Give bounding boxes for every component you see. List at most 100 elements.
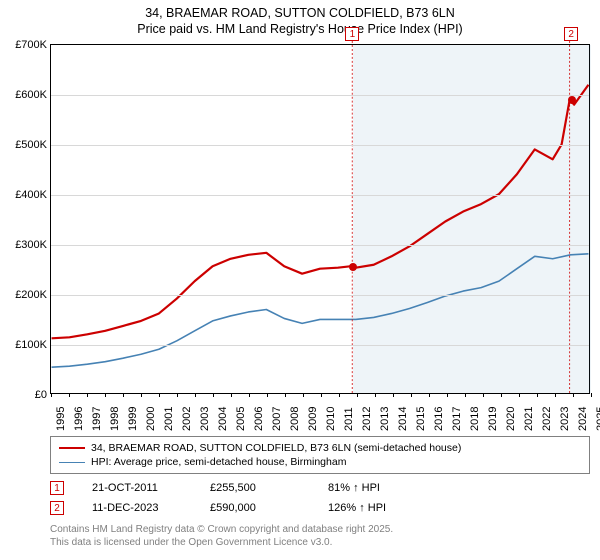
x-tick [231, 393, 232, 397]
title-line-2: Price paid vs. HM Land Registry's House … [0, 22, 600, 38]
x-tick-label: 2021 [523, 407, 535, 431]
legend-label: HPI: Average price, semi-detached house,… [91, 456, 346, 468]
legend-swatch [59, 462, 85, 463]
y-tick-label: £400K [1, 189, 47, 201]
x-tick [339, 393, 340, 397]
x-tick [429, 393, 430, 397]
sale-events-list: 1 21-OCT-2011 £255,500 81% ↑ HPI 2 11-DEC-202… [50, 478, 590, 518]
x-tick-label: 1998 [109, 407, 121, 431]
x-tick-label: 2004 [217, 407, 229, 431]
x-tick [465, 393, 466, 397]
x-tick [267, 393, 268, 397]
x-tick [393, 393, 394, 397]
x-tick-label: 2001 [163, 407, 175, 431]
x-tick [483, 393, 484, 397]
x-tick-label: 2024 [577, 407, 589, 431]
y-gridline [51, 145, 589, 146]
x-tick-label: 1997 [91, 407, 103, 431]
x-tick-label: 2007 [271, 407, 283, 431]
sale-marker-dot [568, 96, 576, 104]
x-tick-label: 2019 [487, 407, 499, 431]
y-gridline [51, 345, 589, 346]
x-tick [591, 393, 592, 397]
title-line-1: 34, BRAEMAR ROAD, SUTTON COLDFIELD, B73 … [0, 6, 600, 22]
x-tick-label: 2022 [541, 407, 553, 431]
sale-id-box: 1 [50, 481, 64, 495]
x-tick-label: 2011 [343, 407, 355, 431]
y-tick-label: £300K [1, 239, 47, 251]
x-tick [51, 393, 52, 397]
x-tick [447, 393, 448, 397]
x-tick-label: 2025 [595, 407, 600, 431]
y-tick-label: £700K [1, 39, 47, 51]
x-tick-label: 1995 [55, 407, 67, 431]
y-tick-label: £200K [1, 289, 47, 301]
x-tick-label: 2003 [199, 407, 211, 431]
x-tick [69, 393, 70, 397]
footnote-line: Contains HM Land Registry data © Crown c… [50, 524, 590, 537]
x-tick [411, 393, 412, 397]
chart-plot-area: £0£100K£200K£300K£400K£500K£600K£700K199… [50, 44, 590, 394]
x-tick [519, 393, 520, 397]
x-tick-label: 2008 [289, 407, 301, 431]
sale-date: 21-OCT-2011 [92, 482, 182, 494]
x-tick-label: 2018 [469, 407, 481, 431]
legend-item: 34, BRAEMAR ROAD, SUTTON COLDFIELD, B73 … [59, 441, 581, 455]
x-tick-label: 2014 [397, 407, 409, 431]
x-tick [537, 393, 538, 397]
x-tick [321, 393, 322, 397]
x-tick [177, 393, 178, 397]
x-tick-label: 2015 [415, 407, 427, 431]
sale-vs-hpi: 126% ↑ HPI [328, 502, 386, 514]
x-tick [249, 393, 250, 397]
x-tick [501, 393, 502, 397]
y-tick-label: £500K [1, 139, 47, 151]
x-tick [555, 393, 556, 397]
y-gridline [51, 95, 589, 96]
sale-date: 11-DEC-2023 [92, 502, 182, 514]
x-tick [123, 393, 124, 397]
callout-box: 1 [345, 27, 359, 41]
sale-id-box: 2 [50, 501, 64, 515]
legend-item: HPI: Average price, semi-detached house,… [59, 455, 581, 469]
footnote: Contains HM Land Registry data © Crown c… [50, 524, 590, 549]
x-tick [195, 393, 196, 397]
legend-label: 34, BRAEMAR ROAD, SUTTON COLDFIELD, B73 … [91, 442, 461, 454]
series-price_paid [52, 85, 589, 339]
x-tick [87, 393, 88, 397]
x-tick-label: 2000 [145, 407, 157, 431]
x-tick-label: 2016 [433, 407, 445, 431]
sale-vs-hpi: 81% ↑ HPI [328, 482, 380, 494]
x-tick-label: 2020 [505, 407, 517, 431]
y-gridline [51, 245, 589, 246]
sale-price: £590,000 [210, 502, 300, 514]
footnote-line: This data is licensed under the Open Gov… [50, 537, 590, 550]
legend: 34, BRAEMAR ROAD, SUTTON COLDFIELD, B73 … [50, 436, 590, 474]
x-tick-label: 2023 [559, 407, 571, 431]
x-tick [573, 393, 574, 397]
x-tick [159, 393, 160, 397]
x-tick [141, 393, 142, 397]
x-tick [285, 393, 286, 397]
y-tick-label: £0 [1, 389, 47, 401]
x-tick [357, 393, 358, 397]
y-gridline [51, 295, 589, 296]
sale-row: 2 11-DEC-2023 £590,000 126% ↑ HPI [50, 498, 590, 518]
sale-marker-dot [349, 263, 357, 271]
x-tick-label: 1996 [73, 407, 85, 431]
x-tick-label: 2012 [361, 407, 373, 431]
x-tick-label: 2002 [181, 407, 193, 431]
sale-price: £255,500 [210, 482, 300, 494]
x-tick [105, 393, 106, 397]
x-tick-label: 2006 [253, 407, 265, 431]
x-tick-label: 2009 [307, 407, 319, 431]
x-tick [213, 393, 214, 397]
y-gridline [51, 195, 589, 196]
x-tick-label: 1999 [127, 407, 139, 431]
x-tick-label: 2005 [235, 407, 247, 431]
x-tick-label: 2010 [325, 407, 337, 431]
legend-swatch [59, 447, 85, 449]
x-tick-label: 2013 [379, 407, 391, 431]
x-tick [303, 393, 304, 397]
callout-box: 2 [564, 27, 578, 41]
